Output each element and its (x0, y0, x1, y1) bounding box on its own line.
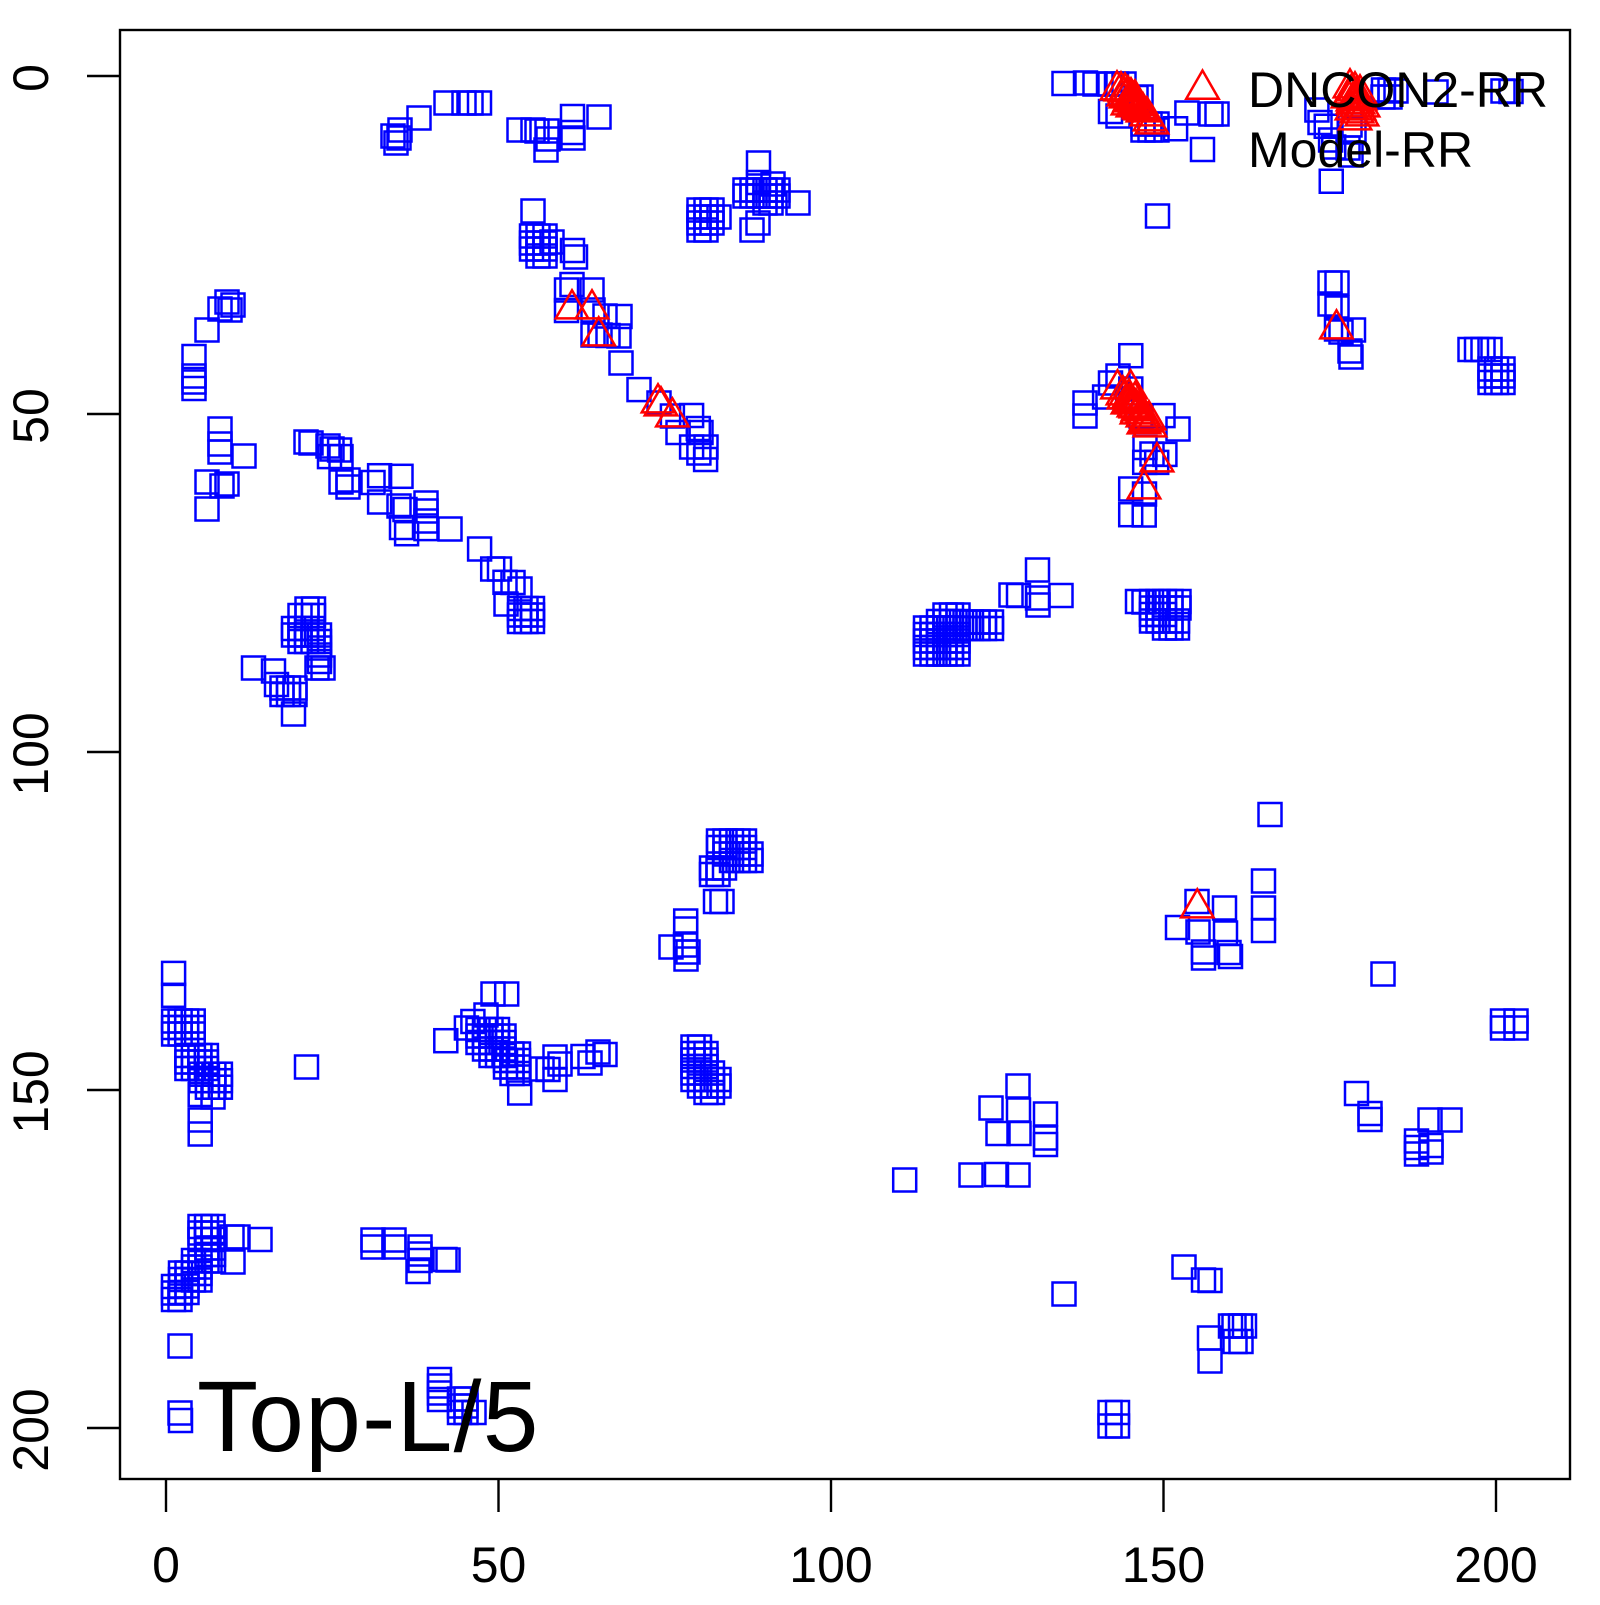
svg-text:50: 50 (471, 1537, 527, 1593)
svg-text:Model-RR: Model-RR (1248, 122, 1473, 178)
svg-text:100: 100 (789, 1537, 872, 1593)
svg-text:0: 0 (3, 64, 59, 92)
svg-text:200: 200 (1454, 1537, 1537, 1593)
svg-text:150: 150 (3, 1050, 59, 1133)
svg-text:150: 150 (1122, 1537, 1205, 1593)
svg-text:0: 0 (152, 1537, 180, 1593)
svg-text:100: 100 (3, 712, 59, 795)
svg-text:200: 200 (3, 1388, 59, 1471)
svg-text:50: 50 (3, 388, 59, 444)
svg-text:Top-L/5: Top-L/5 (197, 1361, 540, 1473)
svg-text:DNCON2-RR: DNCON2-RR (1248, 62, 1548, 118)
